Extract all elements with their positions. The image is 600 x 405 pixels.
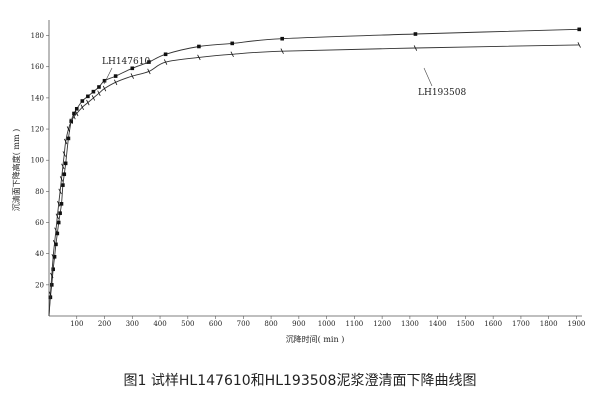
data-point-lh147610	[61, 183, 65, 187]
data-point-lh193508	[55, 213, 59, 220]
x-tick-label: 1700	[512, 320, 530, 328]
data-series	[48, 27, 582, 317]
data-point-lh193508	[61, 163, 65, 170]
data-point-lh193508	[97, 90, 101, 96]
data-point-lh193508	[51, 254, 55, 260]
x-tick-label: 400	[153, 320, 166, 328]
y-tick-label: 40	[35, 250, 44, 258]
series-line-lh147610	[48, 28, 580, 317]
x-tick-label: 1000	[318, 320, 336, 328]
data-point-lh147610	[62, 172, 67, 177]
data-point-lh193508	[75, 110, 79, 117]
x-tick-label: 1200	[373, 320, 391, 328]
x-axis-title: 沉降时间( min )	[286, 334, 345, 344]
data-point-lh193508	[197, 54, 201, 61]
data-point-lh193508	[163, 59, 168, 65]
x-tick-label: 800	[264, 320, 277, 328]
data-point-lh147610	[197, 44, 201, 49]
data-point-lh193508	[147, 68, 151, 75]
y-tick-label: 120	[31, 126, 44, 134]
data-point-lh193508	[577, 42, 581, 48]
x-tick-label: 700	[237, 320, 250, 328]
x-tick-label: 1400	[429, 320, 447, 328]
series-label-leader-lh193508	[423, 67, 433, 87]
data-point-lh193508	[86, 99, 90, 106]
data-point-lh193508	[91, 95, 96, 101]
data-point-lh147610	[97, 85, 101, 89]
y-tick-label: 140	[31, 94, 44, 102]
x-tick-label: 1500	[456, 320, 474, 328]
data-point-lh193508	[230, 51, 234, 58]
data-point-lh193508	[66, 126, 71, 132]
x-tick-label: 200	[98, 320, 111, 328]
data-point-lh147610	[280, 36, 284, 41]
data-point-lh193508	[102, 85, 107, 92]
data-point-lh147610	[102, 78, 107, 83]
series-label-lh193508: LH193508	[418, 88, 466, 98]
data-point-lh147610	[413, 32, 418, 36]
x-tick-label: 1600	[484, 320, 502, 328]
x-tick-label: 500	[181, 320, 194, 328]
data-point-lh193508	[280, 48, 284, 54]
data-point-lh193508	[80, 104, 84, 111]
y-tick-label: 180	[31, 32, 44, 40]
data-point-lh193508	[50, 272, 54, 279]
data-point-lh193508	[59, 176, 64, 182]
data-point-lh193508	[57, 201, 61, 207]
data-point-lh147610	[163, 52, 168, 57]
data-point-lh193508	[52, 240, 57, 246]
data-point-lh193508	[130, 73, 134, 79]
x-tick-label: 300	[126, 320, 139, 328]
data-point-lh147610	[86, 94, 90, 99]
data-point-lh193508	[413, 45, 418, 51]
data-point-lh147610	[56, 220, 61, 225]
y-tick-label: 100	[31, 157, 44, 165]
x-tick-label: 900	[292, 320, 305, 328]
data-point-lh147610	[80, 99, 85, 103]
x-tick-label: 600	[209, 320, 222, 328]
data-point-lh147610	[55, 231, 60, 236]
data-point-lh193508	[72, 113, 76, 120]
data-point-lh147610	[52, 255, 57, 259]
x-tick-label: 1100	[345, 320, 363, 328]
y-axis-title: 沉清面下降高度( mm )	[11, 129, 21, 212]
data-point-lh193508	[48, 291, 53, 297]
axis-ticks: 100 200 300 400 500 600 700 800 900 1000 1100 1200 1…	[31, 32, 586, 328]
data-point-lh147610	[74, 107, 79, 111]
data-point-lh193508	[62, 151, 66, 157]
data-point-lh147610	[54, 242, 58, 247]
figure-caption: 图1 试样HL147610和HL193508泥浆澄清面下降曲线图	[123, 373, 477, 389]
data-point-lh193508	[63, 138, 68, 145]
series-label-leader-lh147610	[103, 67, 113, 85]
data-point-lh147610	[51, 267, 55, 272]
data-point-lh147610	[577, 27, 582, 32]
x-tick-label: 1800	[540, 320, 558, 328]
data-point-lh193508	[54, 227, 58, 234]
data-point-lh147610	[130, 66, 135, 71]
data-point-lh147610	[72, 111, 76, 116]
data-point-lh147610	[49, 283, 54, 287]
y-tick-label: 20	[35, 281, 44, 289]
data-point-lh147610	[66, 136, 71, 141]
data-point-lh193508	[69, 118, 73, 125]
series-line-lh193508	[48, 44, 580, 317]
y-tick-label: 80	[35, 188, 44, 196]
data-point-lh193508	[113, 79, 118, 86]
x-tick-label: 1300	[401, 320, 419, 328]
data-point-lh147610	[113, 74, 118, 78]
y-tick-label: 160	[31, 63, 44, 71]
data-point-lh147610	[59, 202, 64, 206]
y-tick-label: 60	[35, 219, 44, 227]
data-point-lh147610	[230, 41, 235, 46]
x-tick-label: 1900	[568, 320, 586, 328]
data-point-lh147610	[147, 60, 151, 64]
series-label-lh147610: LH147610	[102, 57, 150, 67]
x-tick-label: 100	[70, 320, 83, 328]
data-point-lh147610	[63, 161, 68, 166]
data-point-lh193508	[58, 188, 62, 195]
data-point-lh147610	[91, 89, 96, 94]
data-point-lh147610	[58, 211, 62, 215]
